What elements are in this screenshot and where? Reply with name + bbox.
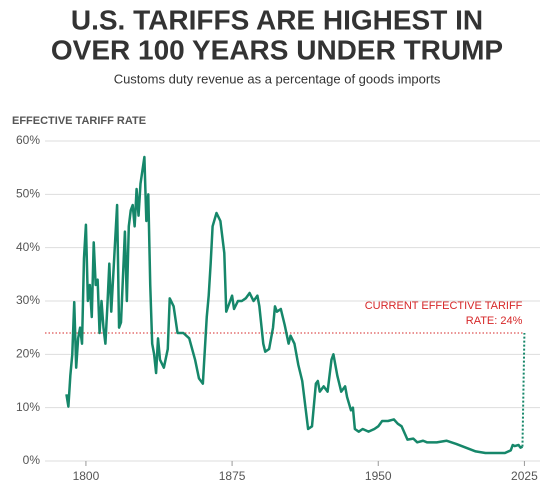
annotation: RATE: 24% bbox=[466, 315, 523, 327]
x-tick-label: 1950 bbox=[365, 469, 392, 483]
x-tick-label: 2025 bbox=[511, 469, 538, 483]
y-tick-label: 10% bbox=[16, 400, 40, 414]
y-tick-label: 30% bbox=[16, 293, 40, 307]
y-axis-label: EFFECTIVE TARIFF RATE bbox=[12, 115, 146, 127]
y-tick-label: 20% bbox=[16, 347, 40, 361]
y-tick-label: 60% bbox=[16, 133, 40, 147]
annotation: CURRENT EFFECTIVE TARIFF bbox=[365, 300, 523, 312]
y-tick-label: 50% bbox=[16, 187, 40, 201]
y-tick-label: 40% bbox=[16, 240, 40, 254]
x-tick-label: 1875 bbox=[219, 469, 246, 483]
data-line bbox=[65, 155, 524, 455]
chart-subtitle: Customs duty revenue as a percentage of … bbox=[114, 71, 441, 86]
y-tick-label: 0% bbox=[23, 453, 41, 467]
projection-line bbox=[521, 332, 526, 447]
x-tick-label: 1800 bbox=[73, 469, 100, 483]
chart-title: OVER 100 YEARS UNDER TRUMP bbox=[51, 34, 503, 65]
chart-title: U.S. TARIFFS ARE HIGHEST IN bbox=[71, 4, 483, 35]
